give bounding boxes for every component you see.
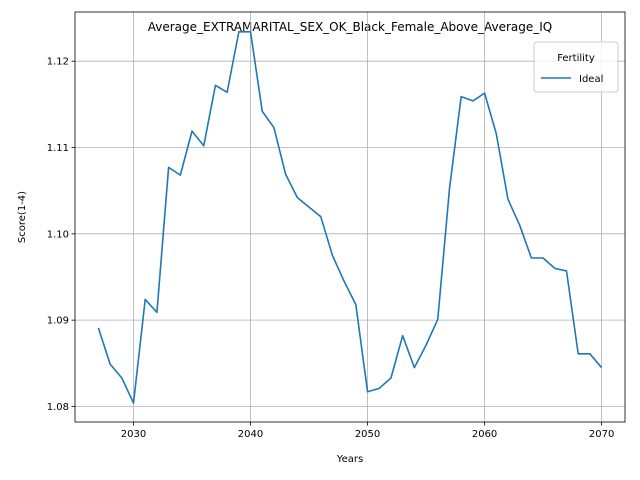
legend: Fertility Ideal xyxy=(533,41,619,93)
y-tick-label: 1.11 xyxy=(47,143,69,154)
data-point xyxy=(519,224,521,226)
data-point xyxy=(449,188,451,190)
chart-title: Average_EXTRAMARITAL_SEX_OK_Black_Female… xyxy=(148,20,553,34)
data-point xyxy=(273,127,275,129)
legend-box xyxy=(533,41,619,93)
data-point xyxy=(109,363,111,365)
data-point xyxy=(191,130,193,132)
y-tick-label: 1.09 xyxy=(47,316,69,327)
plot-frame xyxy=(74,11,626,423)
data-point xyxy=(144,299,146,301)
y-tick-label: 1.12 xyxy=(47,57,69,68)
data-point xyxy=(98,327,100,329)
data-point xyxy=(332,255,334,257)
data-point xyxy=(460,96,462,98)
data-point xyxy=(180,174,182,176)
x-tick-label: 2050 xyxy=(355,429,380,440)
data-point xyxy=(495,133,497,135)
data-point xyxy=(261,110,263,112)
data-point xyxy=(156,312,158,314)
data-point xyxy=(437,318,439,320)
grid xyxy=(75,12,625,422)
series-layer xyxy=(97,31,603,404)
data-point xyxy=(542,257,544,259)
data-point xyxy=(577,353,579,355)
data-point xyxy=(203,145,205,147)
x-axis: 2030 2040 2050 2060 2070 xyxy=(121,422,614,440)
data-point xyxy=(355,304,357,306)
data-point xyxy=(121,377,123,379)
y-axis-label: Score(1-4) xyxy=(17,191,28,243)
y-tick-label: 1.10 xyxy=(47,229,69,240)
data-point xyxy=(425,344,427,346)
data-point xyxy=(472,100,474,102)
data-point xyxy=(531,257,533,259)
data-point xyxy=(226,91,228,93)
x-axis-label: Years xyxy=(336,454,363,465)
x-tick-label: 2030 xyxy=(121,429,146,440)
series-line-ideal xyxy=(97,31,603,404)
x-tick-label: 2060 xyxy=(472,429,497,440)
y-tick-label: 1.08 xyxy=(47,402,69,413)
x-tick-label: 2070 xyxy=(589,429,614,440)
data-point xyxy=(215,85,217,87)
data-point xyxy=(367,391,369,393)
data-point xyxy=(238,31,240,33)
data-point xyxy=(554,268,556,270)
data-point xyxy=(320,216,322,218)
data-point xyxy=(133,402,135,404)
data-point xyxy=(390,377,392,379)
data-point xyxy=(250,31,252,33)
data-point xyxy=(484,92,486,94)
y-axis: 1.08 1.09 1.10 1.11 1.12 xyxy=(47,57,75,413)
data-point xyxy=(285,173,287,175)
data-point xyxy=(589,353,591,355)
data-point xyxy=(402,335,404,337)
data-point xyxy=(414,367,416,369)
data-point xyxy=(343,281,345,283)
data-point xyxy=(378,388,380,390)
data-point xyxy=(601,367,603,369)
x-tick-label: 2040 xyxy=(238,429,263,440)
data-point xyxy=(308,206,310,208)
data-point xyxy=(507,199,509,201)
data-point xyxy=(566,270,568,272)
data-point xyxy=(297,197,299,199)
legend-entry-label: Ideal xyxy=(579,74,603,85)
data-point xyxy=(168,167,170,169)
legend-title: Fertility xyxy=(557,53,595,64)
